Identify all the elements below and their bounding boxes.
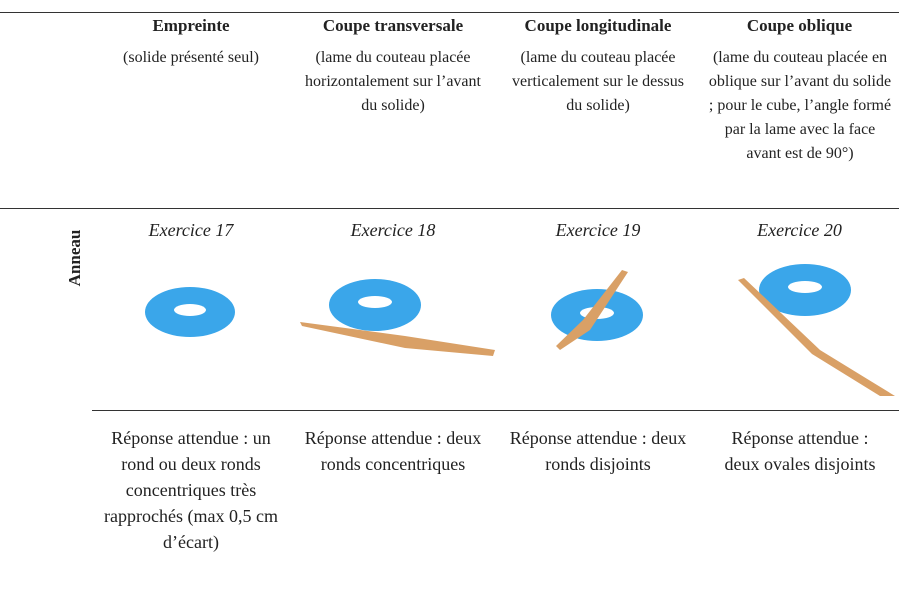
column-title: Coupe oblique bbox=[746, 16, 853, 35]
answer: Réponse attendue : un rond ou deux ronds… bbox=[104, 428, 278, 552]
answer: Réponse attendue : deux ovales disjoints bbox=[724, 428, 876, 474]
exercise: Exercice 20 bbox=[757, 220, 842, 240]
column-note: (lame du couteau placée en oblique sur l… bbox=[708, 49, 892, 162]
header-rule bbox=[0, 208, 899, 209]
image-rule bbox=[92, 410, 899, 411]
column-title: Coupe longitudinale bbox=[524, 16, 672, 35]
column-note: (lame du couteau placée verticalement su… bbox=[512, 49, 684, 114]
column-title: Empreinte bbox=[152, 16, 230, 35]
column-note: (solide présenté seul) bbox=[123, 49, 259, 66]
exercise: Exercice 17 bbox=[148, 220, 234, 240]
answer: Réponse attendue : deux ronds disjoints bbox=[509, 428, 687, 474]
torus bbox=[300, 279, 495, 356]
column-title: Coupe transversale bbox=[322, 16, 464, 35]
torus bbox=[551, 270, 643, 350]
torus bbox=[145, 287, 235, 337]
column-note: (lame du couteau placée horizontalement … bbox=[305, 49, 481, 114]
illustrations bbox=[145, 264, 895, 396]
exercise: Exercice 18 bbox=[350, 220, 436, 240]
answer: Réponse attendue : deux ronds concentriq… bbox=[304, 428, 482, 474]
top-rule bbox=[0, 12, 899, 13]
exercise: Exercice 19 bbox=[555, 220, 641, 240]
torus bbox=[738, 264, 895, 396]
